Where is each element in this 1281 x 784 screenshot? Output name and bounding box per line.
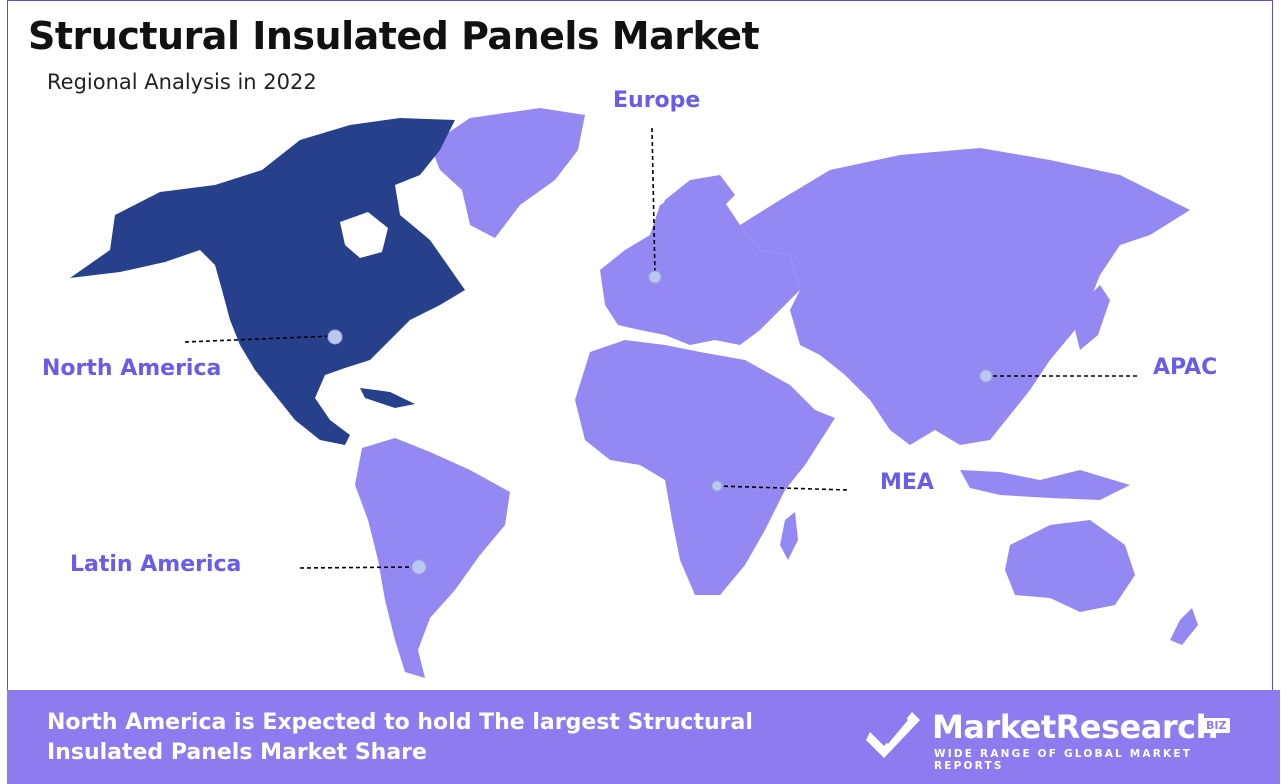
- region-label-mea: MEA: [880, 470, 934, 495]
- region-label-latin-america: Latin America: [70, 552, 242, 577]
- map-frame: [7, 0, 1273, 690]
- brand-badge: BIZ: [1202, 718, 1231, 733]
- new-zealand-shape: [1170, 608, 1198, 645]
- north-america-shape: [70, 118, 465, 445]
- footer-banner: North America is Expected to hold The la…: [7, 690, 1280, 784]
- apac-marker: [979, 369, 993, 383]
- asia-shape: [740, 148, 1190, 445]
- brand-check-icon: [866, 712, 920, 758]
- europe-marker: [648, 270, 662, 284]
- australia-shape: [1005, 520, 1135, 612]
- latin-america-marker: [411, 559, 427, 575]
- region-label-apac: APAC: [1153, 355, 1218, 380]
- madagascar-shape: [780, 512, 798, 560]
- southeast-asia-shape: [960, 470, 1130, 500]
- japan-shape: [1075, 285, 1110, 350]
- caribbean-shape: [360, 388, 415, 408]
- footer-message: North America is Expected to hold The la…: [47, 710, 753, 765]
- africa-shape: [575, 340, 835, 595]
- mea-leader: [716, 485, 849, 491]
- south-america-shape: [355, 438, 510, 678]
- page-title: Structural Insulated Panels Market: [28, 14, 760, 58]
- latin-america-leader: [299, 566, 419, 569]
- greenland-shape: [430, 108, 585, 238]
- region-label-north-america: North America: [42, 356, 222, 381]
- mea-marker: [711, 480, 723, 492]
- world-map: [70, 108, 1198, 678]
- hudson-bay-shape: [340, 212, 388, 258]
- europe-leader: [651, 127, 656, 277]
- europe-shape: [600, 188, 800, 345]
- brand-tagline: WIDE RANGE OF GLOBAL MARKET REPORTS: [934, 748, 1193, 772]
- brand-name: MarketResearch: [932, 708, 1218, 746]
- north-america-leader: [184, 335, 334, 343]
- region-label-europe: Europe: [613, 88, 701, 113]
- scandinavia-shape: [650, 175, 735, 255]
- brand-block: MarketResearch BIZ WIDE RANGE OF GLOBAL …: [862, 704, 1262, 772]
- page-subtitle: Regional Analysis in 2022: [47, 70, 317, 94]
- north-america-marker: [327, 329, 343, 345]
